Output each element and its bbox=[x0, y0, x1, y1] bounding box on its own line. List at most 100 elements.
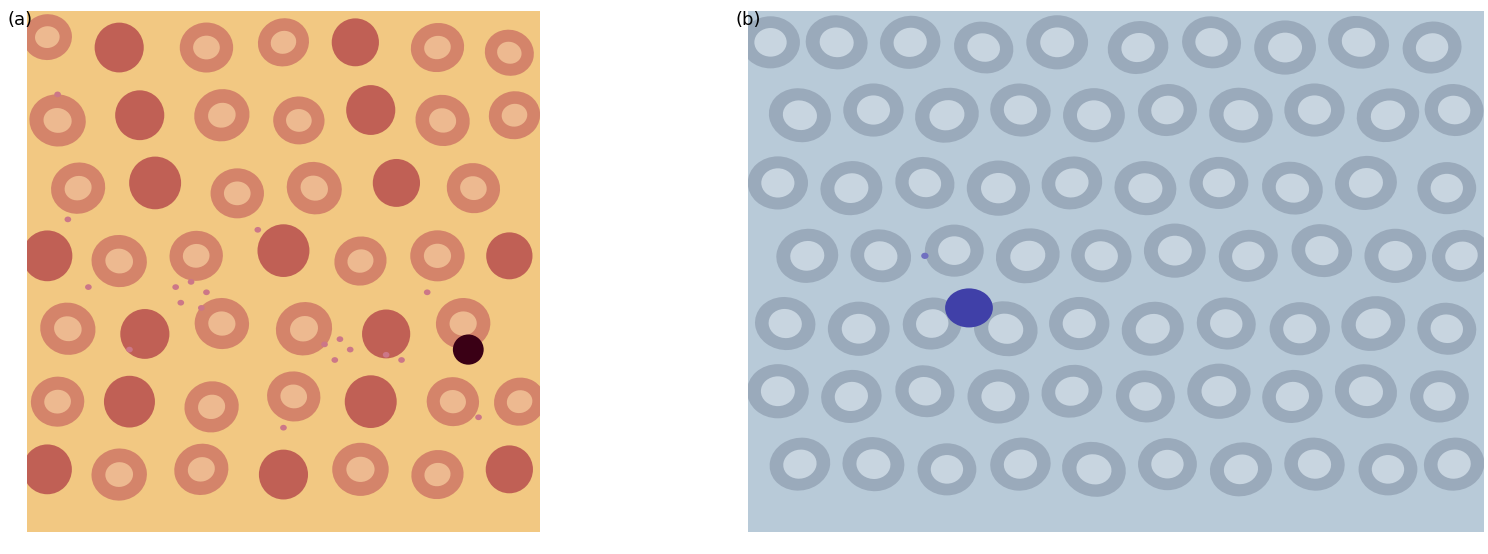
Ellipse shape bbox=[790, 241, 824, 271]
Ellipse shape bbox=[1076, 454, 1112, 484]
Ellipse shape bbox=[204, 289, 210, 295]
Ellipse shape bbox=[1181, 16, 1241, 68]
Ellipse shape bbox=[321, 341, 327, 347]
Ellipse shape bbox=[1152, 96, 1183, 124]
Ellipse shape bbox=[449, 311, 476, 336]
Ellipse shape bbox=[1275, 382, 1309, 411]
Ellipse shape bbox=[257, 224, 310, 277]
Ellipse shape bbox=[1357, 88, 1420, 142]
Ellipse shape bbox=[1403, 22, 1461, 74]
Ellipse shape bbox=[857, 449, 890, 479]
Ellipse shape bbox=[995, 228, 1059, 283]
Ellipse shape bbox=[1431, 230, 1488, 282]
Ellipse shape bbox=[429, 108, 457, 132]
Ellipse shape bbox=[64, 217, 71, 222]
Ellipse shape bbox=[851, 229, 911, 283]
Ellipse shape bbox=[446, 163, 500, 213]
Ellipse shape bbox=[424, 244, 451, 268]
Ellipse shape bbox=[1342, 28, 1375, 57]
Ellipse shape bbox=[918, 443, 976, 495]
Ellipse shape bbox=[1201, 376, 1237, 407]
Ellipse shape bbox=[1335, 364, 1397, 418]
Ellipse shape bbox=[747, 364, 809, 418]
Ellipse shape bbox=[842, 314, 876, 343]
Ellipse shape bbox=[1004, 449, 1037, 479]
Ellipse shape bbox=[1437, 96, 1470, 124]
Ellipse shape bbox=[777, 229, 838, 283]
Ellipse shape bbox=[1430, 174, 1463, 202]
Ellipse shape bbox=[51, 162, 106, 214]
Ellipse shape bbox=[967, 370, 1030, 423]
Ellipse shape bbox=[1341, 296, 1405, 351]
Ellipse shape bbox=[945, 289, 992, 327]
Ellipse shape bbox=[967, 33, 1000, 62]
Ellipse shape bbox=[347, 85, 396, 135]
Ellipse shape bbox=[769, 309, 802, 338]
Ellipse shape bbox=[106, 249, 132, 274]
Ellipse shape bbox=[1196, 297, 1256, 350]
Ellipse shape bbox=[1232, 242, 1265, 270]
Ellipse shape bbox=[894, 28, 927, 57]
Ellipse shape bbox=[193, 35, 220, 59]
Ellipse shape bbox=[783, 100, 817, 130]
Ellipse shape bbox=[187, 457, 214, 481]
Ellipse shape bbox=[1135, 314, 1170, 343]
Ellipse shape bbox=[411, 450, 464, 499]
Ellipse shape bbox=[1040, 28, 1074, 57]
Ellipse shape bbox=[1350, 168, 1382, 198]
Ellipse shape bbox=[1378, 241, 1412, 271]
Ellipse shape bbox=[821, 370, 881, 423]
Ellipse shape bbox=[424, 463, 451, 486]
Ellipse shape bbox=[22, 14, 71, 60]
Ellipse shape bbox=[347, 347, 354, 352]
Ellipse shape bbox=[382, 352, 390, 358]
Ellipse shape bbox=[185, 381, 238, 433]
Ellipse shape bbox=[415, 95, 470, 146]
Ellipse shape bbox=[335, 237, 387, 286]
Ellipse shape bbox=[85, 284, 92, 290]
Ellipse shape bbox=[280, 425, 287, 430]
Ellipse shape bbox=[195, 298, 248, 349]
Ellipse shape bbox=[1411, 371, 1469, 423]
Ellipse shape bbox=[931, 455, 963, 484]
Ellipse shape bbox=[274, 96, 324, 145]
Ellipse shape bbox=[754, 297, 815, 350]
Ellipse shape bbox=[1348, 376, 1382, 406]
Ellipse shape bbox=[1055, 168, 1089, 197]
Ellipse shape bbox=[31, 377, 85, 427]
Ellipse shape bbox=[1085, 241, 1117, 270]
Ellipse shape bbox=[1116, 371, 1176, 423]
Ellipse shape bbox=[1335, 156, 1397, 210]
Ellipse shape bbox=[915, 88, 979, 143]
Ellipse shape bbox=[271, 31, 296, 54]
Ellipse shape bbox=[36, 26, 60, 48]
Ellipse shape bbox=[1055, 377, 1089, 406]
Ellipse shape bbox=[981, 173, 1016, 203]
Ellipse shape bbox=[301, 176, 327, 201]
Ellipse shape bbox=[487, 232, 533, 279]
Ellipse shape bbox=[909, 168, 940, 197]
Ellipse shape bbox=[347, 456, 375, 482]
Ellipse shape bbox=[1298, 95, 1332, 125]
Ellipse shape bbox=[1283, 314, 1317, 343]
Ellipse shape bbox=[930, 100, 964, 130]
Ellipse shape bbox=[332, 18, 379, 66]
Ellipse shape bbox=[1418, 162, 1476, 214]
Ellipse shape bbox=[290, 316, 318, 341]
Text: (b): (b) bbox=[735, 11, 760, 29]
Ellipse shape bbox=[988, 314, 1024, 344]
Ellipse shape bbox=[1195, 28, 1228, 57]
Ellipse shape bbox=[1144, 224, 1205, 278]
Ellipse shape bbox=[1225, 454, 1257, 484]
Ellipse shape bbox=[22, 444, 71, 494]
Ellipse shape bbox=[1219, 230, 1278, 282]
Ellipse shape bbox=[183, 244, 210, 268]
Ellipse shape bbox=[1062, 442, 1126, 497]
Ellipse shape bbox=[332, 357, 338, 363]
Ellipse shape bbox=[1364, 229, 1426, 283]
Ellipse shape bbox=[954, 22, 1013, 74]
Ellipse shape bbox=[909, 377, 940, 406]
Ellipse shape bbox=[1423, 382, 1455, 411]
Ellipse shape bbox=[501, 104, 527, 127]
Ellipse shape bbox=[494, 378, 545, 425]
